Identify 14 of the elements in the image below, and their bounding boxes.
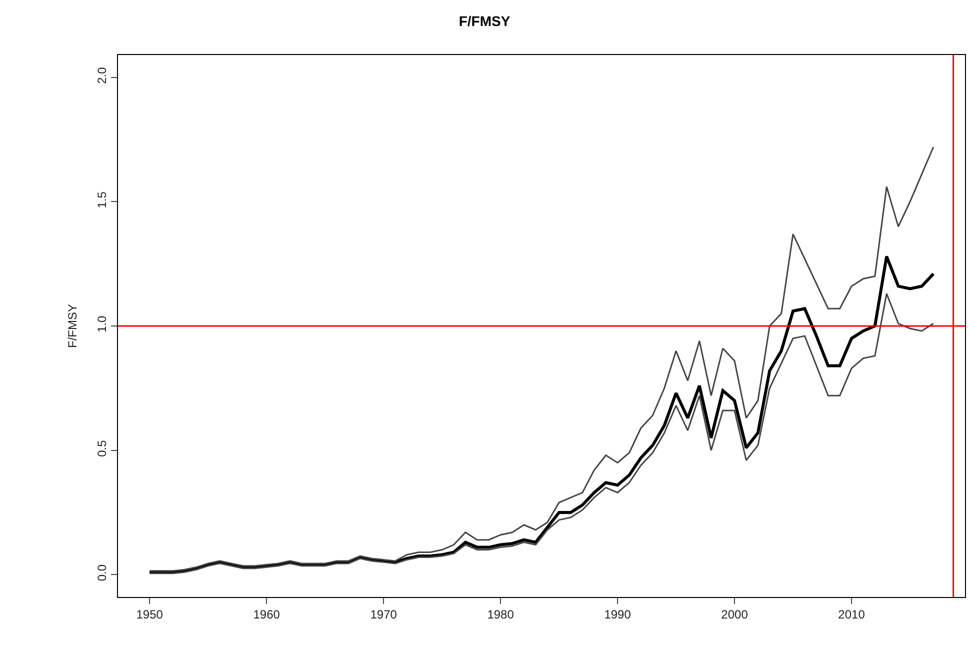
y-tick-label: 1.0 bbox=[95, 316, 110, 333]
y-tick-label: 1.5 bbox=[95, 191, 110, 208]
y-tick-label: 0.0 bbox=[95, 564, 110, 582]
x-tick-label: 1980 bbox=[487, 607, 514, 622]
x-tick-label: 2010 bbox=[838, 607, 866, 622]
x-tick-label: 1990 bbox=[604, 607, 632, 622]
x-tick-label: 1960 bbox=[253, 607, 280, 622]
y-axis-title: F/FMSY bbox=[66, 304, 80, 348]
x-tick-label: 1950 bbox=[136, 607, 164, 622]
chart-title: F/FMSY bbox=[458, 13, 511, 30]
y-tick-label: 0.5 bbox=[95, 440, 110, 457]
x-tick-label: 1970 bbox=[370, 607, 398, 622]
x-tick-label: 2000 bbox=[721, 607, 748, 622]
y-tick-label: 2.0 bbox=[95, 66, 110, 84]
